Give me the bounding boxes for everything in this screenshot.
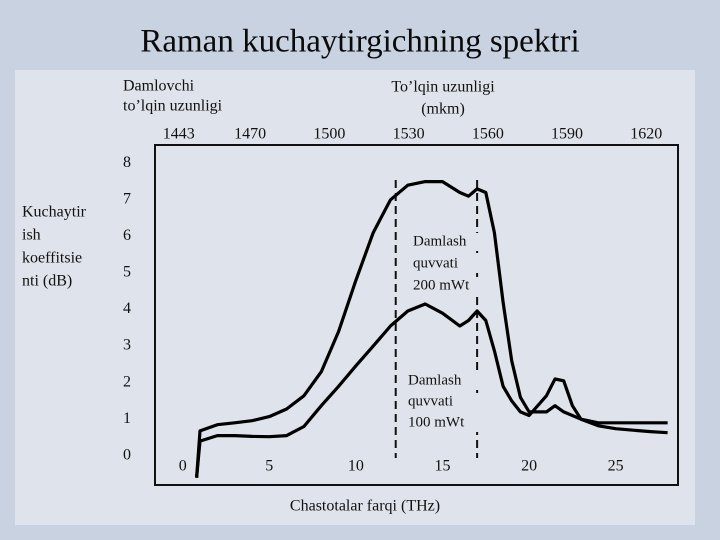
plot-frame xyxy=(154,144,679,486)
x-tick-label: 25 xyxy=(608,458,624,475)
y-axis-label: Kuchaytir xyxy=(22,204,87,221)
x2-axis-label: To’lqin uzunligi xyxy=(391,79,495,96)
y-tick-label: 7 xyxy=(123,191,131,208)
x2-tick-label: 1500 xyxy=(313,126,345,143)
annotation-bg xyxy=(406,414,480,432)
annotation-bg xyxy=(406,372,480,390)
y-tick-label: 1 xyxy=(123,410,131,427)
annotation-bg xyxy=(411,255,485,273)
x2-axis-label: to’lqin uzunligi xyxy=(123,98,223,115)
y-axis-label: ish xyxy=(22,227,41,244)
annotation-bg xyxy=(406,393,480,411)
x2-tick-label: 1560 xyxy=(472,126,504,143)
annotation: Damlash xyxy=(413,233,467,249)
x-axis-label: Chastotalar farqi (THz) xyxy=(290,498,440,515)
y-tick-label: 5 xyxy=(123,264,131,281)
y-tick-label: 4 xyxy=(123,300,131,317)
y-tick-label: 2 xyxy=(123,373,131,390)
x2-tick-label: 1443 xyxy=(163,126,195,143)
x2-tick-label: 1620 xyxy=(630,126,662,143)
y-axis-label: nti (dB) xyxy=(22,273,72,290)
x-tick-label: 10 xyxy=(348,458,364,475)
annotation: Damlash xyxy=(408,372,462,388)
y-tick-label: 3 xyxy=(123,337,131,354)
x2-axis-label: (mkm) xyxy=(421,101,465,118)
annotation-bg xyxy=(411,277,485,295)
curve xyxy=(195,180,668,478)
x-tick-label: 5 xyxy=(265,458,273,475)
y-tick-label: 0 xyxy=(123,446,131,463)
y-tick-label: 6 xyxy=(123,227,131,244)
x-tick-label: 15 xyxy=(434,458,450,475)
annotation-bg xyxy=(411,233,485,251)
x-tick-label: 20 xyxy=(521,458,537,475)
annotation: quvvati xyxy=(408,393,453,409)
annotation: quvvati xyxy=(413,255,458,271)
x-tick-label: 0 xyxy=(179,458,187,475)
annotation: 100 mWt xyxy=(408,414,465,430)
x2-tick-label: 1530 xyxy=(393,126,425,143)
x2-axis-label: Damlovchi xyxy=(123,78,195,95)
curve xyxy=(195,302,668,478)
chart-title: Raman kuchaytirgichning spektri xyxy=(140,24,579,60)
y-tick-label: 8 xyxy=(123,154,131,171)
annotation: 200 mWt xyxy=(413,277,470,293)
y-axis-label: koeffitsie xyxy=(22,250,82,267)
x2-tick-label: 1470 xyxy=(234,126,266,143)
x2-tick-label: 1590 xyxy=(551,126,583,143)
